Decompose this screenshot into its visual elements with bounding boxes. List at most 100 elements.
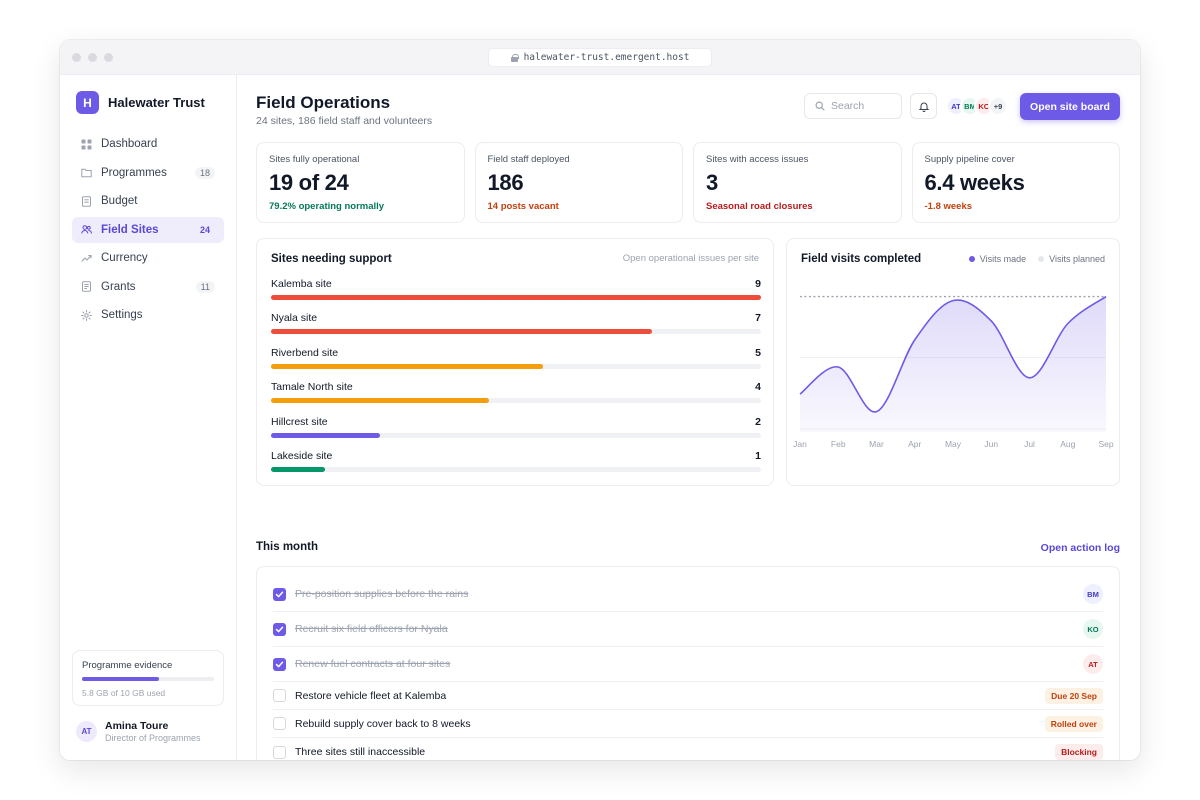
bar-track	[271, 398, 761, 404]
site-bar-row[interactable]: Kalemba site 9	[271, 278, 761, 312]
sidebar-item-count: 24	[199, 224, 210, 235]
bar-track	[271, 466, 761, 472]
sidebar-item-field-sites[interactable]: Field Sites 24	[72, 216, 224, 243]
stat-value: 186	[487, 170, 524, 195]
x-tick-label: May	[944, 439, 962, 449]
window-controls	[72, 53, 113, 62]
stat-value: 3	[706, 170, 718, 195]
sidebar-item-count: 18	[194, 166, 215, 179]
open-action-log-link[interactable]: Open action log	[1040, 542, 1120, 554]
lock-icon	[510, 53, 519, 62]
maximize-dot[interactable]	[104, 53, 113, 62]
task-row[interactable]: Recruit six field officers for Nyala KO	[273, 612, 1103, 647]
task-row[interactable]: Pre-position supplies before the rains BM	[273, 577, 1103, 612]
sidebar-item-grants[interactable]: Grants 11	[72, 274, 224, 300]
notifications-button[interactable]	[910, 93, 937, 119]
sidebar-item-settings[interactable]: Settings	[72, 302, 224, 328]
sidebar-item-count: 11	[195, 280, 215, 293]
dashboard-icon	[81, 139, 92, 150]
site-issue-count: 2	[755, 415, 761, 428]
search-icon	[815, 101, 825, 111]
unchecked-checkbox[interactable]	[273, 717, 286, 730]
bar-fill	[271, 329, 653, 335]
storage-card: Programme evidence 5.8 GB of 10 GB used	[72, 650, 224, 706]
bar-fill	[271, 363, 544, 369]
site-name: Nyala site	[271, 312, 318, 325]
sites-support-panel: Sites needing support Open operational i…	[256, 238, 774, 486]
checked-checkbox[interactable]	[273, 622, 286, 636]
search-placeholder: Search	[831, 100, 865, 112]
page-title: Field Operations	[256, 93, 391, 112]
bar-track	[271, 295, 761, 300]
main-content: Field Operations 24 sites, 186 field sta…	[256, 75, 1120, 760]
task-text: Rebuild supply cover back to 8 weeks	[295, 717, 471, 730]
bar-fill	[271, 466, 326, 472]
bar-fill	[271, 398, 489, 404]
sidebar-item-label: Grants	[101, 280, 136, 293]
site-bar-row[interactable]: Hillcrest site 2	[271, 416, 761, 450]
storage-title: Programme evidence	[82, 660, 173, 671]
task-row[interactable]: Rebuild supply cover back to 8 weeks Roll…	[273, 710, 1103, 738]
sidebar-item-label: Field Sites	[101, 223, 159, 236]
sidebar-item-label: Programmes	[101, 166, 167, 179]
address-bar[interactable]: halewater-trust.emergent.host	[488, 48, 712, 67]
stat-label: Sites with access issues	[706, 154, 809, 165]
site-bar-row[interactable]: Lakeside site 1	[271, 450, 761, 484]
bar-track	[271, 432, 761, 438]
trend-icon	[81, 253, 92, 264]
unchecked-checkbox[interactable]	[273, 689, 286, 702]
task-list: Pre-position supplies before the rains BM…	[256, 566, 1120, 760]
stat-cards: Sites fully operational 19 of 24 79.2% ope…	[256, 142, 1120, 223]
task-row[interactable]: Restore vehicle fleet at Kalemba Due 20 S…	[273, 682, 1103, 710]
status-badge: Due 20 Sep	[1045, 687, 1103, 704]
sidebar-item-label: Budget	[101, 195, 138, 207]
site-bar-row[interactable]: Riverbend site 5	[271, 347, 761, 381]
x-tick-label: Jun	[984, 439, 999, 449]
legend-label: Visits planned	[1049, 254, 1105, 264]
task-text: Three sites still inaccessible	[295, 746, 426, 758]
user-role: Director of Programmes	[105, 733, 201, 743]
site-issue-count: 9	[755, 278, 761, 290]
x-tick-label: Apr	[908, 439, 922, 449]
assignee-avatar: AT	[1083, 654, 1103, 674]
field-visits-chart: Field visits completed Visits made Visits…	[786, 238, 1120, 486]
storage-progress	[82, 677, 214, 681]
brand[interactable]: H Halewater Trust	[76, 91, 205, 114]
close-dot[interactable]	[72, 53, 81, 62]
browser-titlebar: halewater-trust.emergent.host	[60, 40, 1140, 75]
team-avatars[interactable]: AT BM KO +9	[946, 96, 1008, 116]
task-list-spacer	[273, 567, 1103, 577]
folder-icon	[81, 167, 92, 178]
series-line-visits-made	[799, 295, 1107, 413]
legend-swatch	[1038, 256, 1045, 262]
search-input[interactable]: Search	[804, 93, 902, 119]
task-text: Restore vehicle fleet at Kalemba	[295, 689, 447, 702]
document-icon	[81, 195, 92, 207]
sidebar-item-budget[interactable]: Budget	[72, 188, 224, 214]
site-bar-row[interactable]: Tamale North site 4	[271, 381, 761, 415]
task-row[interactable]: Renew fuel contracts at four sites AT	[273, 647, 1103, 682]
user-profile[interactable]: AT Amina Toure Director of Programmes	[76, 720, 201, 743]
task-text: Renew fuel contracts at four sites	[295, 658, 451, 670]
stat-note: Seasonal road closures	[706, 201, 813, 212]
x-tick-label: Jan	[793, 439, 807, 449]
minimize-dot[interactable]	[88, 53, 97, 62]
task-row[interactable]: Three sites still inaccessible Blocking	[273, 738, 1103, 760]
legend-item: Visits planned	[1038, 254, 1105, 264]
brand-name: Halewater Trust	[108, 95, 205, 110]
sidebar-item-programmes[interactable]: Programmes 18	[72, 160, 224, 186]
url-text: halewater-trust.emergent.host	[523, 52, 690, 63]
sidebar-item-currency[interactable]: Currency	[72, 245, 224, 271]
stat-card: Sites with access issues 3 Seasonal road c…	[693, 142, 902, 223]
section-title: This month	[256, 541, 318, 553]
sidebar: H Halewater Trust Dashboard Programmes 18 B…	[60, 75, 237, 760]
open-site-board-button[interactable]: Open site board	[1020, 93, 1120, 120]
stat-card: Field staff deployed 186 14 posts vacant	[474, 142, 683, 223]
unchecked-checkbox[interactable]	[273, 745, 286, 759]
bar-fill	[271, 295, 761, 300]
checked-checkbox[interactable]	[273, 657, 286, 671]
sidebar-item-dashboard[interactable]: Dashboard	[72, 131, 224, 157]
site-bar-row[interactable]: Nyala site 7	[271, 312, 761, 346]
checked-checkbox[interactable]	[273, 587, 286, 601]
legend-item: Visits made	[968, 254, 1026, 264]
